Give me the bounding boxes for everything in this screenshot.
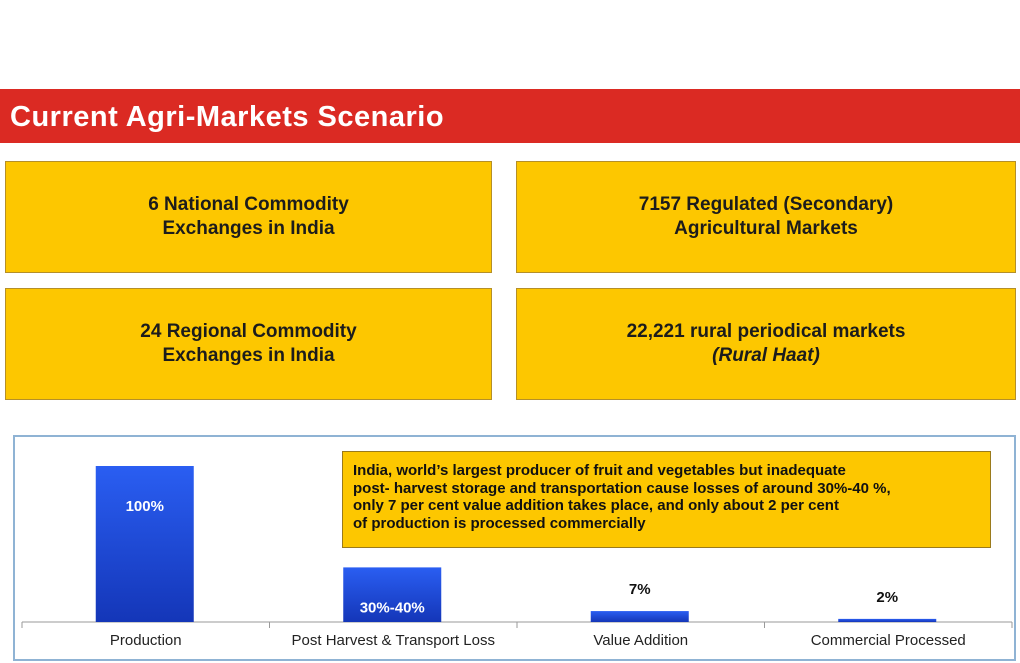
card-line: (Rural Haat)	[712, 345, 820, 366]
card-line: 22,221 rural periodical markets	[626, 321, 906, 342]
annotation-line: India, world’s largest producer of fruit…	[353, 462, 846, 479]
annotation-box: India, world’s largest producer of fruit…	[342, 451, 991, 548]
page-title: Current Agri-Markets Scenario	[10, 101, 445, 133]
bar-2	[590, 611, 689, 622]
card-line: 24 Regional Commodity	[140, 321, 357, 342]
card-regulated-markets: 7157 Regulated (Secondary) Agricultural …	[516, 161, 1016, 273]
category-label-3: Commercial Processed	[811, 632, 966, 649]
category-label-1: Post Harvest & Transport Loss	[292, 632, 495, 649]
card-rural-markets: 22,221 rural periodical markets (Rural H…	[516, 288, 1016, 400]
card-regional-exchanges: 24 Regional Commodity Exchanges in India	[5, 288, 492, 400]
data-label-1: 30%-40%	[360, 599, 425, 616]
data-label-3: 2%	[876, 589, 898, 606]
card-national-exchanges: 6 National Commodity Exchanges in India	[5, 161, 492, 273]
title-bar: Current Agri-Markets Scenario	[0, 89, 1020, 143]
annotation-line: post- harvest storage and transportation…	[353, 479, 891, 497]
card-line: Agricultural Markets	[674, 218, 858, 239]
bar-3	[838, 618, 937, 622]
data-label-0: 100%	[126, 498, 164, 515]
card-line: Exchanges in India	[162, 345, 335, 366]
card-line: Exchanges in India	[162, 218, 335, 239]
category-label-0: Production	[110, 632, 182, 649]
category-label-2: Value Addition	[593, 632, 688, 649]
card-line: 7157 Regulated (Secondary)	[638, 194, 894, 215]
annotation-line: of production is processed commercially	[353, 514, 646, 532]
data-label-2: 7%	[629, 581, 651, 598]
annotation-line: only 7 per cent value addition takes pla…	[353, 497, 839, 514]
bar-1	[343, 567, 442, 622]
card-line: 6 National Commodity	[148, 194, 349, 215]
bar-0	[95, 466, 194, 622]
